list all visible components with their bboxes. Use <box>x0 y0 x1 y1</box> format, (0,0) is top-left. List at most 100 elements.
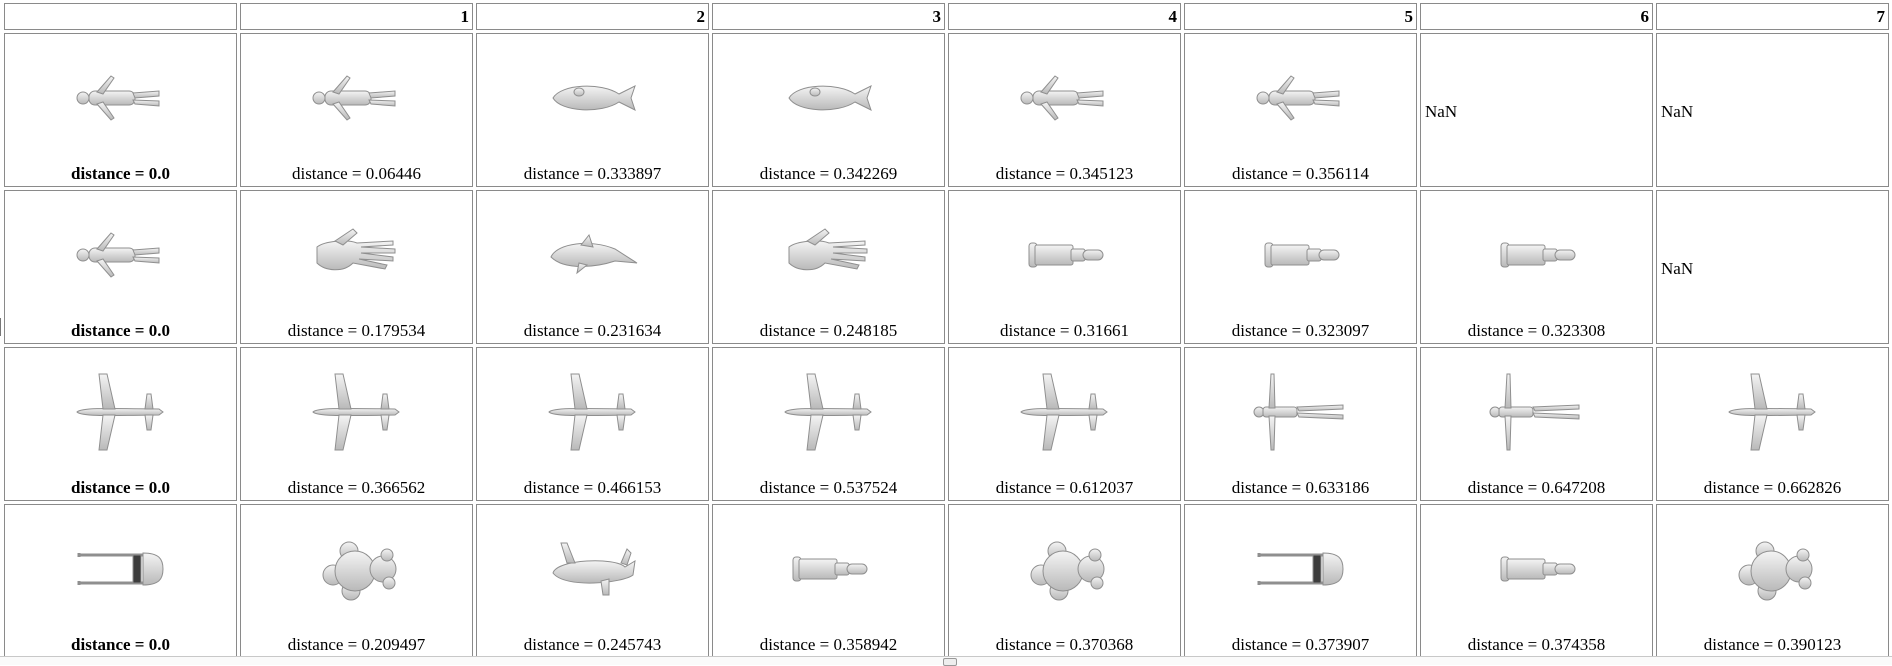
nan-value: NaN <box>1661 259 1694 278</box>
query-cell: distance = 0.0 <box>4 190 237 344</box>
distance-label: distance = 0.179534 <box>287 321 426 340</box>
shape-thumbnail <box>477 362 708 460</box>
result-cell: distance = 0.333897 <box>476 33 709 187</box>
distance-label: distance = 0.390123 <box>1703 635 1842 654</box>
column-header: 6 <box>1420 3 1653 30</box>
scrollbar-thumb[interactable] <box>943 658 957 666</box>
result-cell: distance = 0.358942 <box>712 504 945 658</box>
distance-label: distance = 0.466153 <box>523 478 662 497</box>
result-cell: NaN <box>1420 33 1653 187</box>
shape-thumbnail <box>1185 205 1416 303</box>
shape-thumbnail <box>1657 519 1888 617</box>
table-row: distance = 0.0 distance = 0.06446 distance… <box>4 33 1889 187</box>
distance-label: distance = 0.31661 <box>999 321 1130 340</box>
shape-thumbnail <box>1421 205 1652 303</box>
result-cell: distance = 0.373907 <box>1184 504 1417 658</box>
result-cell: NaN <box>1656 190 1889 344</box>
shape-thumbnail <box>713 362 944 460</box>
distance-label: distance = 0.06446 <box>291 164 422 183</box>
left-edge-marker <box>0 318 1 336</box>
distance-label: distance = 0.366562 <box>287 478 426 497</box>
distance-label: distance = 0.323308 <box>1467 321 1606 340</box>
shape-thumbnail <box>5 48 236 146</box>
column-header: 2 <box>476 3 709 30</box>
distance-label: distance = 0.342269 <box>759 164 898 183</box>
result-cell: NaN <box>1656 33 1889 187</box>
shape-thumbnail <box>1185 362 1416 460</box>
result-cell: distance = 0.342269 <box>712 33 945 187</box>
result-cell: distance = 0.345123 <box>948 33 1181 187</box>
column-header: 7 <box>1656 3 1889 30</box>
result-cell: distance = 0.374358 <box>1420 504 1653 658</box>
shape-thumbnail <box>949 205 1180 303</box>
distance-label: distance = 0.345123 <box>995 164 1134 183</box>
result-cell: distance = 0.612037 <box>948 347 1181 501</box>
shape-thumbnail <box>1185 48 1416 146</box>
shape-thumbnail <box>241 362 472 460</box>
table-row: distance = 0.0 distance = 0.366562 distanc… <box>4 347 1889 501</box>
result-cell: distance = 0.31661 <box>948 190 1181 344</box>
result-cell: distance = 0.390123 <box>1656 504 1889 658</box>
result-cell: distance = 0.366562 <box>240 347 473 501</box>
result-cell: distance = 0.356114 <box>1184 33 1417 187</box>
result-cell: distance = 0.633186 <box>1184 347 1417 501</box>
column-header: 3 <box>712 3 945 30</box>
query-distance-label: distance = 0.0 <box>71 635 170 654</box>
shape-thumbnail <box>477 205 708 303</box>
shape-thumbnail <box>5 519 236 617</box>
shape-thumbnail <box>713 519 944 617</box>
header-row: 1 2 3 4 5 6 7 <box>4 3 1889 30</box>
result-cell: distance = 0.248185 <box>712 190 945 344</box>
distance-label: distance = 0.662826 <box>1703 478 1842 497</box>
column-header: 5 <box>1184 3 1417 30</box>
result-cell: distance = 0.323097 <box>1184 190 1417 344</box>
distance-label: distance = 0.647208 <box>1467 478 1606 497</box>
shape-thumbnail <box>5 362 236 460</box>
query-distance-label: distance = 0.0 <box>71 164 170 183</box>
result-cell: distance = 0.466153 <box>476 347 709 501</box>
results-table-body: distance = 0.0 distance = 0.06446 distance… <box>4 33 1889 658</box>
result-cell: distance = 0.179534 <box>240 190 473 344</box>
distance-label: distance = 0.370368 <box>995 635 1134 654</box>
distance-label: distance = 0.537524 <box>759 478 898 497</box>
nan-value: NaN <box>1425 102 1458 121</box>
shape-thumbnail <box>1185 519 1416 617</box>
shape-thumbnail <box>241 48 472 146</box>
shape-thumbnail <box>241 519 472 617</box>
table-row: distance = 0.0 distance = 0.179534 distanc… <box>4 190 1889 344</box>
shape-thumbnail <box>713 48 944 146</box>
shape-thumbnail <box>477 48 708 146</box>
distance-label: distance = 0.231634 <box>523 321 662 340</box>
distance-label: distance = 0.373907 <box>1231 635 1370 654</box>
column-header: 1 <box>240 3 473 30</box>
distance-label: distance = 0.248185 <box>759 321 898 340</box>
results-table-header: 1 2 3 4 5 6 7 <box>4 3 1889 30</box>
result-cell: distance = 0.537524 <box>712 347 945 501</box>
distance-label: distance = 0.356114 <box>1232 164 1369 183</box>
result-cell: distance = 0.370368 <box>948 504 1181 658</box>
query-cell: distance = 0.0 <box>4 347 237 501</box>
column-header: 4 <box>948 3 1181 30</box>
shape-thumbnail <box>1421 519 1652 617</box>
query-cell: distance = 0.0 <box>4 504 237 658</box>
distance-label: distance = 0.612037 <box>995 478 1134 497</box>
distance-label: distance = 0.333897 <box>523 164 662 183</box>
shape-thumbnail <box>477 519 708 617</box>
result-cell: distance = 0.647208 <box>1420 347 1653 501</box>
shape-thumbnail <box>1421 362 1652 460</box>
result-cell: distance = 0.662826 <box>1656 347 1889 501</box>
table-row: distance = 0.0 distance = 0.209497 distanc… <box>4 504 1889 658</box>
distance-label: distance = 0.374358 <box>1467 635 1606 654</box>
distance-label: distance = 0.209497 <box>287 635 426 654</box>
distance-label: distance = 0.358942 <box>759 635 898 654</box>
header-corner <box>4 3 237 30</box>
shape-thumbnail <box>713 205 944 303</box>
result-cell: distance = 0.245743 <box>476 504 709 658</box>
nan-value: NaN <box>1661 102 1694 121</box>
result-cell: distance = 0.06446 <box>240 33 473 187</box>
shape-thumbnail <box>949 519 1180 617</box>
result-cell: distance = 0.231634 <box>476 190 709 344</box>
shape-thumbnail <box>949 48 1180 146</box>
shape-thumbnail <box>1657 362 1888 460</box>
